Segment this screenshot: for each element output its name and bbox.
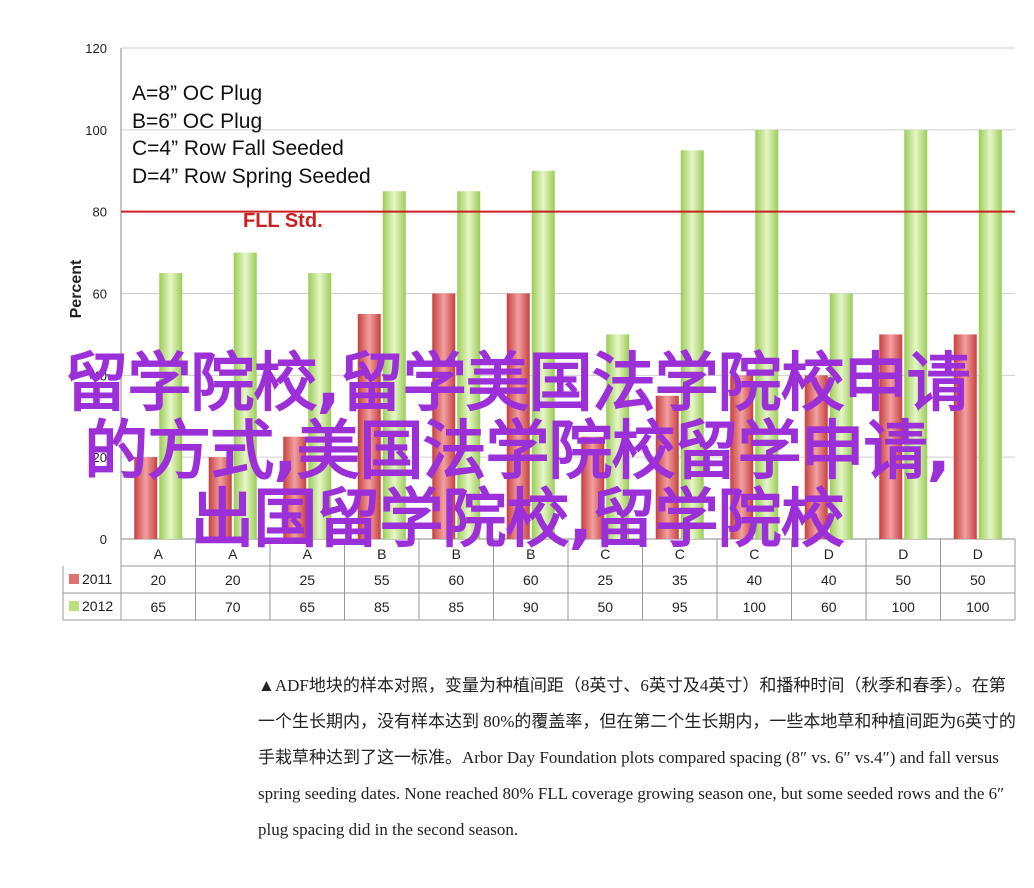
- data-table-value: 20: [150, 572, 166, 588]
- y-tick-label: 0: [100, 532, 107, 547]
- x-category-label: B: [452, 546, 461, 562]
- data-table-value: 20: [225, 572, 241, 588]
- x-category-label: A: [303, 546, 313, 562]
- data-table-value: 90: [523, 599, 539, 615]
- x-category-label: C: [600, 546, 610, 562]
- data-table-value: 65: [150, 599, 166, 615]
- legend-label-2012: 2012: [82, 598, 113, 614]
- bar-2011-0: [134, 457, 158, 539]
- key-b: B=6” OC Plug: [132, 109, 263, 133]
- data-table-value: 35: [672, 572, 688, 588]
- data-table-value: 65: [299, 599, 315, 615]
- x-category-label: D: [824, 546, 834, 562]
- x-category-label: C: [749, 546, 759, 562]
- data-table-value: 60: [821, 599, 837, 615]
- data-table-value: 100: [966, 599, 990, 615]
- bar-2011-4: [432, 293, 456, 539]
- x-category-label: A: [154, 546, 164, 562]
- bar-2012-1: [233, 252, 257, 540]
- bar-2012-4: [457, 191, 481, 540]
- legend-swatch-2011: [69, 574, 79, 584]
- legend-swatch-2012: [69, 601, 79, 611]
- y-tick-label: 120: [85, 41, 107, 56]
- y-tick-label: 80: [93, 205, 107, 220]
- bar-2011-3: [357, 313, 381, 539]
- data-table-value: 40: [746, 572, 762, 588]
- bar-2012-8: [755, 129, 779, 540]
- data-table-value: 100: [892, 599, 916, 615]
- category-key: A=8” OC Plug B=6” OC Plug C=4” Row Fall …: [132, 80, 371, 190]
- bar-2012-3: [382, 191, 406, 540]
- y-tick-label: 20: [93, 450, 107, 465]
- y-tick-label: 60: [93, 287, 107, 302]
- bar-2012-5: [531, 170, 555, 539]
- y-tick-label: 100: [85, 123, 107, 138]
- bar-2012-2: [308, 273, 332, 539]
- data-table-value: 50: [597, 599, 613, 615]
- data-table-value: 50: [970, 572, 986, 588]
- bar-2011-10: [879, 334, 903, 539]
- data-table-value: 100: [743, 599, 767, 615]
- bar-2011-8: [730, 375, 754, 539]
- data-table-value: 55: [374, 572, 390, 588]
- bar-2011-11: [953, 334, 977, 539]
- data-table-value: 95: [672, 599, 688, 615]
- data-table-value: 50: [895, 572, 911, 588]
- y-tick-label: 40: [93, 368, 107, 383]
- legend-label-2011: 2011: [82, 571, 112, 587]
- figure-caption: ▲ADF地块的样本对照，变量为种植间距（8英寸、6英寸及4英寸）和播种时间（秋季…: [258, 676, 1016, 839]
- bar-2012-6: [606, 334, 630, 539]
- bar-2011-1: [208, 457, 232, 539]
- key-a: A=8” OC Plug: [132, 82, 263, 105]
- data-table-value: 25: [299, 572, 315, 588]
- fll-std-label: FLL Std.: [243, 210, 323, 232]
- x-category-label: B: [377, 546, 386, 562]
- y-axis-label: Percent: [68, 259, 85, 319]
- data-table-value: 25: [597, 572, 613, 588]
- x-category-label: B: [526, 546, 535, 562]
- data-table-value: 60: [523, 572, 539, 588]
- data-table-value: 40: [821, 572, 837, 588]
- data-table-value: 85: [374, 599, 390, 615]
- x-category-label: D: [973, 546, 983, 562]
- data-table-value: 85: [448, 599, 464, 615]
- bar-2012-7: [680, 150, 704, 539]
- bar-2011-7: [655, 395, 679, 539]
- key-c: C=4” Row Fall Seeded: [132, 137, 344, 160]
- x-category-label: D: [898, 546, 908, 562]
- data-table-value: 60: [448, 572, 464, 588]
- bar-2012-11: [978, 129, 1002, 540]
- bar-2011-6: [581, 436, 605, 539]
- x-category-label: A: [228, 546, 238, 562]
- data-table-value: 70: [225, 599, 241, 615]
- bar-2011-2: [283, 436, 307, 539]
- key-d: D=4” Row Spring Seeded: [132, 164, 371, 188]
- bar-2012-0: [159, 273, 183, 539]
- x-category-label: C: [675, 546, 685, 562]
- bar-2012-10: [904, 129, 928, 540]
- bar-chart: 0 20 40 60 80 100 120 A A A B B B C C C D D D 2011 20 20 25 55 6…: [62, 41, 1016, 621]
- bar-2012-9: [829, 293, 853, 539]
- bar-2011-5: [506, 293, 530, 539]
- bar-2011-9: [804, 375, 828, 539]
